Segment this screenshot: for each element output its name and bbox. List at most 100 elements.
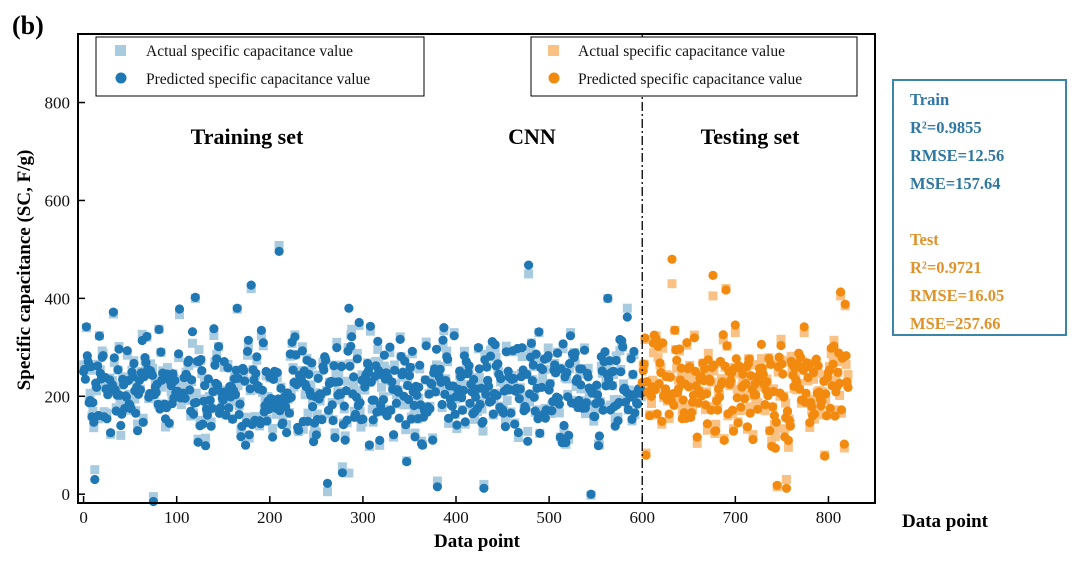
train-actual-point — [517, 352, 527, 362]
x-tick-label: 500 — [536, 508, 562, 527]
train-actual-point — [130, 394, 140, 404]
test-predicted-point — [783, 435, 794, 445]
train-actual-point — [570, 359, 580, 369]
train-actual-point — [459, 380, 468, 390]
train-actual-point — [341, 376, 351, 386]
test-predicted-point — [652, 409, 662, 419]
test-predicted-point — [744, 354, 754, 364]
train-predicted-point — [94, 331, 104, 341]
train-predicted-point — [490, 340, 500, 350]
train-actual-point — [401, 425, 411, 435]
train-actual-point — [525, 397, 535, 407]
train-actual-point — [116, 430, 126, 440]
train-predicted-point — [213, 380, 223, 390]
train-predicted-point — [437, 399, 447, 410]
train-predicted-point — [414, 382, 424, 392]
train-predicted-point — [313, 373, 323, 383]
test-predicted-point — [655, 358, 665, 368]
train-predicted-point — [493, 359, 503, 369]
test-predicted-point — [745, 408, 755, 418]
train-actual-point — [502, 396, 512, 406]
train-predicted-point — [88, 397, 98, 408]
test-predicted-point — [801, 388, 811, 398]
train-actual-point — [622, 303, 632, 313]
metrics-box: Train R²=0.9855 RMSE=12.56 MSE=157.64 Te… — [892, 79, 1067, 336]
train-actual-point — [385, 348, 395, 357]
train-predicted-point — [524, 260, 534, 270]
test-predicted-point — [808, 367, 819, 378]
test-predicted-point — [731, 354, 741, 364]
train-predicted-point — [616, 367, 626, 377]
x-axis-title: Data point — [434, 531, 521, 552]
test-predicted-point — [654, 379, 664, 389]
train-predicted-point — [340, 435, 350, 445]
train-predicted-point — [579, 345, 590, 355]
train-predicted-point — [284, 408, 294, 418]
test-predicted-point — [733, 418, 743, 428]
legend-test-frame — [530, 36, 858, 97]
train-predicted-point — [184, 355, 194, 365]
train-predicted-point — [363, 358, 373, 369]
test-actual-point — [776, 334, 786, 344]
test-predicted-point — [718, 330, 728, 340]
test-predicted-point — [742, 422, 753, 432]
train-predicted-point — [513, 427, 524, 438]
train-predicted-point — [464, 361, 474, 371]
train-predicted-point — [540, 413, 551, 423]
legend-test: Actual specific capacitance value Predic… — [530, 36, 858, 97]
train-actual-point — [303, 408, 313, 418]
train-predicted-point — [90, 474, 100, 485]
train-predicted-point — [363, 366, 374, 376]
train-predicted-point — [626, 354, 636, 364]
train-predicted-point — [139, 372, 149, 382]
test-predicted-point — [799, 322, 809, 332]
y-tick-label: 400 — [45, 289, 71, 308]
train-predicted-point — [174, 304, 185, 314]
train-actual-point — [335, 395, 345, 405]
test-actual-point — [648, 348, 658, 358]
train-predicted-point — [262, 416, 272, 426]
train-predicted-point — [354, 317, 364, 328]
train-predicted-point — [522, 369, 532, 379]
train-predicted-point — [256, 325, 266, 335]
y-axis-title: Specific capacitance (SC, F/g) — [14, 150, 35, 391]
train-predicted-point — [595, 397, 605, 407]
train-predicted-point — [212, 354, 222, 364]
train-predicted-point — [405, 362, 415, 372]
train-predicted-point — [236, 432, 246, 442]
x-tick-label: 0 — [79, 508, 88, 527]
train-actual-point — [162, 363, 172, 373]
test-predicted-point — [714, 392, 725, 402]
train-actual-point — [356, 422, 366, 432]
train-predicted-point — [154, 324, 164, 335]
train-actual-point — [323, 487, 332, 497]
train-actual-point — [274, 241, 284, 250]
test-predicted-point — [687, 408, 697, 418]
test-predicted-point — [693, 398, 703, 408]
test-predicted-point — [751, 390, 761, 400]
train-actual-point — [133, 419, 143, 429]
train-predicted-point — [530, 406, 540, 416]
train-predicted-point — [109, 353, 119, 363]
train-predicted-point — [193, 437, 203, 447]
train-predicted-point — [282, 428, 292, 438]
train-actual-point — [256, 331, 266, 341]
test-actual-point — [829, 335, 839, 345]
train-predicted-point — [294, 425, 304, 435]
test-predicted-point — [756, 339, 767, 349]
train-predicted-point — [438, 335, 448, 345]
test-actual-point — [816, 410, 826, 420]
train-predicted-point — [485, 351, 496, 361]
train-predicted-point — [93, 361, 103, 371]
train-predicted-point — [450, 409, 460, 419]
train-predicted-point — [131, 408, 141, 418]
train-predicted-point — [564, 430, 574, 440]
train-predicted-point — [349, 372, 359, 382]
test-actual-point — [786, 351, 796, 361]
train-actual-point — [596, 361, 606, 371]
train-predicted-point — [565, 331, 576, 341]
train-actual-point — [242, 412, 251, 422]
train-predicted-point — [185, 385, 195, 395]
train-predicted-point — [164, 418, 174, 428]
test-predicted-point — [658, 338, 668, 348]
